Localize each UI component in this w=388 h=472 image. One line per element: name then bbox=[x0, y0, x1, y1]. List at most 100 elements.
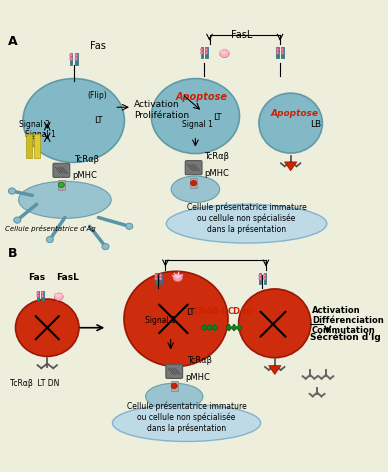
Ellipse shape bbox=[155, 274, 157, 277]
FancyBboxPatch shape bbox=[185, 160, 202, 175]
Ellipse shape bbox=[201, 48, 203, 51]
Ellipse shape bbox=[58, 182, 64, 187]
Bar bbox=[75, 52, 78, 65]
Text: Sécrétion d'Ig: Sécrétion d'Ig bbox=[310, 333, 381, 342]
Ellipse shape bbox=[124, 271, 228, 367]
Ellipse shape bbox=[146, 383, 203, 410]
Bar bbox=[281, 47, 284, 59]
Text: Fas: Fas bbox=[28, 273, 45, 282]
Bar bbox=[34, 134, 40, 159]
Ellipse shape bbox=[75, 53, 78, 57]
Ellipse shape bbox=[70, 53, 73, 57]
Ellipse shape bbox=[277, 48, 279, 51]
Ellipse shape bbox=[113, 405, 261, 441]
Ellipse shape bbox=[155, 277, 157, 280]
Text: pMHC: pMHC bbox=[204, 169, 229, 178]
Bar bbox=[201, 47, 203, 59]
Text: LT: LT bbox=[94, 116, 102, 125]
Ellipse shape bbox=[212, 326, 217, 330]
Text: Cellule présentatrice d'Ag: Cellule présentatrice d'Ag bbox=[5, 225, 96, 232]
Ellipse shape bbox=[41, 295, 43, 297]
Bar bbox=[159, 273, 162, 284]
Bar bbox=[205, 47, 208, 59]
Bar bbox=[155, 273, 157, 284]
Ellipse shape bbox=[207, 326, 212, 330]
Bar bbox=[37, 291, 39, 301]
Text: LT: LT bbox=[187, 308, 195, 317]
Text: A: A bbox=[7, 35, 17, 48]
Ellipse shape bbox=[263, 274, 266, 277]
Text: Signal 2: Signal 2 bbox=[19, 119, 50, 129]
Ellipse shape bbox=[166, 204, 327, 243]
Text: Apoptose: Apoptose bbox=[176, 92, 228, 102]
Ellipse shape bbox=[14, 217, 21, 223]
Ellipse shape bbox=[9, 188, 16, 194]
Ellipse shape bbox=[159, 277, 162, 280]
Ellipse shape bbox=[259, 274, 261, 277]
Polygon shape bbox=[284, 162, 297, 171]
Ellipse shape bbox=[259, 93, 322, 153]
Bar bbox=[58, 179, 65, 190]
Bar bbox=[190, 178, 197, 188]
Bar bbox=[26, 134, 32, 159]
Ellipse shape bbox=[151, 78, 239, 153]
Ellipse shape bbox=[237, 326, 242, 330]
Bar bbox=[277, 47, 279, 59]
Ellipse shape bbox=[281, 48, 284, 51]
Ellipse shape bbox=[102, 244, 109, 250]
Text: Activation
Prolifération: Activation Prolifération bbox=[134, 100, 189, 119]
Ellipse shape bbox=[171, 176, 220, 202]
Text: Signal 1: Signal 1 bbox=[182, 119, 213, 129]
Ellipse shape bbox=[54, 293, 63, 300]
Ellipse shape bbox=[75, 57, 78, 60]
Ellipse shape bbox=[171, 383, 177, 388]
Text: pMHC: pMHC bbox=[185, 373, 210, 382]
Ellipse shape bbox=[37, 291, 39, 295]
Ellipse shape bbox=[263, 277, 266, 280]
Ellipse shape bbox=[173, 274, 182, 282]
Text: TcRαβ: TcRαβ bbox=[204, 152, 229, 161]
Polygon shape bbox=[268, 366, 281, 374]
Ellipse shape bbox=[220, 50, 229, 58]
Text: LT: LT bbox=[213, 113, 222, 122]
Text: TcRαβ: TcRαβ bbox=[74, 155, 99, 164]
Ellipse shape bbox=[239, 289, 311, 358]
Text: CD40-L: CD40-L bbox=[194, 307, 227, 317]
Ellipse shape bbox=[37, 295, 39, 297]
Ellipse shape bbox=[19, 181, 111, 219]
FancyBboxPatch shape bbox=[166, 364, 183, 379]
Text: Activation
Différenciation
Commutation: Activation Différenciation Commutation bbox=[312, 306, 384, 336]
Ellipse shape bbox=[205, 51, 208, 54]
Bar bbox=[263, 273, 266, 284]
FancyBboxPatch shape bbox=[53, 163, 70, 177]
Text: FasL: FasL bbox=[56, 273, 79, 282]
Text: Cellule présentatrice immature
ou cellule non spécialisée
dans la présentation: Cellule présentatrice immature ou cellul… bbox=[127, 402, 246, 433]
Text: B: B bbox=[7, 246, 17, 260]
Ellipse shape bbox=[202, 326, 207, 330]
Ellipse shape bbox=[23, 78, 125, 162]
Ellipse shape bbox=[201, 51, 203, 54]
Text: CD40: CD40 bbox=[227, 307, 252, 317]
Ellipse shape bbox=[126, 223, 133, 229]
Text: Cellule présentatrice immature
ou cellule non spécialisée
dans la présentation: Cellule présentatrice immature ou cellul… bbox=[187, 202, 307, 234]
Ellipse shape bbox=[226, 326, 232, 330]
Bar bbox=[171, 380, 178, 391]
Ellipse shape bbox=[16, 299, 79, 356]
Bar bbox=[41, 291, 43, 301]
Ellipse shape bbox=[205, 48, 208, 51]
Text: pMHC: pMHC bbox=[72, 171, 97, 180]
Text: Apoptose: Apoptose bbox=[270, 109, 319, 118]
Ellipse shape bbox=[41, 291, 43, 295]
Text: FasL: FasL bbox=[231, 31, 252, 41]
Text: (Flip): (Flip) bbox=[88, 92, 107, 101]
Text: Signal 1: Signal 1 bbox=[145, 316, 176, 325]
Ellipse shape bbox=[70, 57, 73, 60]
Bar bbox=[259, 273, 261, 284]
Ellipse shape bbox=[159, 274, 162, 277]
Text: Fas: Fas bbox=[90, 41, 106, 51]
Ellipse shape bbox=[281, 51, 284, 54]
Ellipse shape bbox=[277, 51, 279, 54]
Ellipse shape bbox=[46, 236, 54, 243]
Text: TcRαβ  LT DN: TcRαβ LT DN bbox=[10, 379, 60, 388]
Ellipse shape bbox=[259, 277, 261, 280]
